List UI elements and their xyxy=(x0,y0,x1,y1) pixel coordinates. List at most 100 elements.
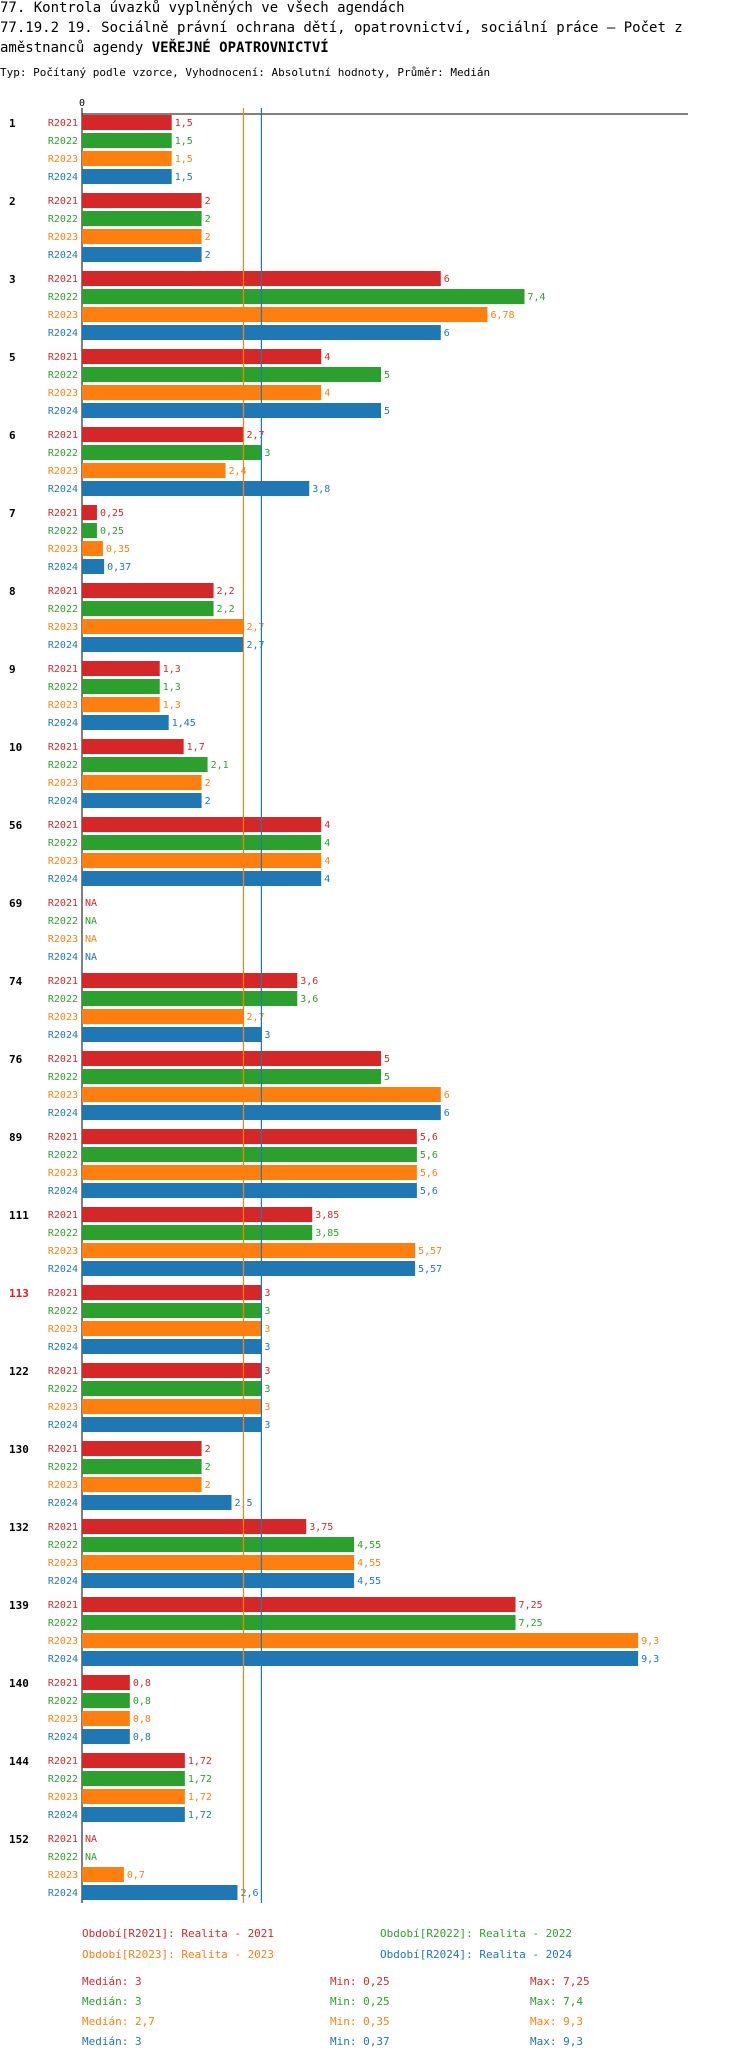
group-label-139: 139 xyxy=(9,1599,29,1612)
stat-min-R2022: Min: 0,25 xyxy=(330,1995,390,2008)
series-label-R2023: R2023 xyxy=(48,1168,78,1179)
data-label-56-R2024: 4 xyxy=(324,874,330,885)
data-label-111-R2023: 5,57 xyxy=(418,1246,442,1257)
bar-139-R2023 xyxy=(82,1633,639,1648)
bar-9-R2021 xyxy=(82,661,160,676)
series-label-R2021: R2021 xyxy=(48,118,78,129)
bar-56-R2021 xyxy=(82,817,322,832)
series-label-R2024: R2024 xyxy=(48,874,78,885)
bar-1-R2023 xyxy=(82,151,172,166)
series-label-R2023: R2023 xyxy=(48,154,78,165)
data-label-5-R2024: 5 xyxy=(384,406,390,417)
data-label-132-R2024: 4,55 xyxy=(357,1576,381,1587)
series-label-R2024: R2024 xyxy=(48,1654,78,1665)
data-label-9-R2022: 1,3 xyxy=(163,682,181,693)
bar-140-R2024 xyxy=(82,1729,130,1744)
data-label-69-R2024: NA xyxy=(85,952,97,963)
series-label-R2021: R2021 xyxy=(48,1210,78,1221)
data-label-132-R2023: 4,55 xyxy=(357,1558,381,1569)
series-label-R2022: R2022 xyxy=(48,1228,78,1239)
series-label-R2021: R2021 xyxy=(48,352,78,363)
bar-1-R2022 xyxy=(82,133,172,148)
series-label-R2022: R2022 xyxy=(48,214,78,225)
series-label-R2021: R2021 xyxy=(48,664,78,675)
series-label-R2024: R2024 xyxy=(48,796,78,807)
series-label-R2024: R2024 xyxy=(48,1498,78,1509)
data-label-9-R2024: 1,45 xyxy=(172,718,196,729)
data-label-56-R2023: 4 xyxy=(324,856,330,867)
series-label-R2023: R2023 xyxy=(48,1870,78,1881)
data-label-10-R2022: 2,1 xyxy=(211,760,229,771)
data-label-130-R2022: 2 xyxy=(205,1462,211,1473)
stat-min-R2023: Min: 0,35 xyxy=(330,2015,390,2028)
data-label-10-R2024: 2 xyxy=(205,796,211,807)
series-label-R2021: R2021 xyxy=(48,742,78,753)
group-label-122: 122 xyxy=(9,1365,29,1378)
series-label-R2024: R2024 xyxy=(48,1732,78,1743)
series-label-R2022: R2022 xyxy=(48,1306,78,1317)
series-label-R2023: R2023 xyxy=(48,1480,78,1491)
data-label-8-R2023: 2,7 xyxy=(246,622,264,633)
series-label-R2021: R2021 xyxy=(48,586,78,597)
data-label-74-R2024: 3 xyxy=(264,1030,270,1041)
bar-56-R2022 xyxy=(82,835,322,850)
series-label-R2022: R2022 xyxy=(48,1774,78,1785)
series-label-R2024: R2024 xyxy=(48,640,78,651)
data-label-139-R2022: 7,25 xyxy=(519,1618,543,1629)
series-label-R2023: R2023 xyxy=(48,778,78,789)
series-label-R2023: R2023 xyxy=(48,232,78,243)
series-label-R2022: R2022 xyxy=(48,916,78,927)
series-label-R2021: R2021 xyxy=(48,976,78,987)
bar-9-R2023 xyxy=(82,697,160,712)
series-label-R2023: R2023 xyxy=(48,1246,78,1257)
group-label-140: 140 xyxy=(9,1677,29,1690)
series-label-R2024: R2024 xyxy=(48,250,78,261)
data-label-74-R2022: 3,6 xyxy=(300,994,318,1005)
bar-5-R2023 xyxy=(82,385,322,400)
data-label-69-R2022: NA xyxy=(85,916,97,927)
data-label-144-R2024: 1,72 xyxy=(188,1810,212,1821)
series-label-R2021: R2021 xyxy=(48,196,78,207)
group-label-56: 56 xyxy=(9,819,23,832)
data-label-74-R2023: 2,7 xyxy=(246,1012,264,1023)
data-label-74-R2021: 3,6 xyxy=(300,976,318,987)
bar-5-R2024 xyxy=(82,403,381,418)
bar-7-R2022 xyxy=(82,523,97,538)
series-label-R2023: R2023 xyxy=(48,1714,78,1725)
bar-152-R2024 xyxy=(82,1885,238,1900)
bar-10-R2021 xyxy=(82,739,184,754)
bar-130-R2023 xyxy=(82,1477,202,1492)
data-label-132-R2022: 4,55 xyxy=(357,1540,381,1551)
data-label-7-R2024: 0,37 xyxy=(107,562,131,573)
data-label-3-R2022: 7,4 xyxy=(528,292,546,303)
series-label-R2023: R2023 xyxy=(48,934,78,945)
legend-item-R2023: Období[R2023]: Realita - 2023 xyxy=(82,1948,275,1961)
series-label-R2022: R2022 xyxy=(48,1384,78,1395)
axis-zero-label: 0 xyxy=(79,98,85,109)
bar-111-R2022 xyxy=(82,1225,313,1240)
bar-8-R2023 xyxy=(82,619,244,634)
data-label-113-R2023: 3 xyxy=(264,1324,270,1335)
stat-max-R2023: Max: 9,3 xyxy=(530,2015,583,2028)
series-label-R2021: R2021 xyxy=(48,898,78,909)
bar-56-R2024 xyxy=(82,871,322,886)
data-label-2-R2024: 2 xyxy=(205,250,211,261)
series-label-R2022: R2022 xyxy=(48,448,78,459)
stat-min-R2021: Min: 0,25 xyxy=(330,1975,390,1988)
data-label-69-R2021: NA xyxy=(85,898,97,909)
bar-89-R2024 xyxy=(82,1183,417,1198)
series-label-R2024: R2024 xyxy=(48,1264,78,1275)
data-label-76-R2024: 6 xyxy=(444,1108,450,1119)
bar-89-R2021 xyxy=(82,1129,417,1144)
bar-132-R2024 xyxy=(82,1573,355,1588)
bar-74-R2024 xyxy=(82,1027,262,1042)
legend-item-R2021: Období[R2021]: Realita - 2021 xyxy=(82,1927,275,1940)
series-label-R2024: R2024 xyxy=(48,1810,78,1821)
bar-2-R2023 xyxy=(82,229,202,244)
data-label-6-R2022: 3 xyxy=(264,448,270,459)
data-label-144-R2021: 1,72 xyxy=(188,1756,212,1767)
series-label-R2021: R2021 xyxy=(48,1600,78,1611)
stat-max-R2022: Max: 7,4 xyxy=(530,1995,583,2008)
group-label-6: 6 xyxy=(9,429,16,442)
stat-max-R2024: Max: 9,3 xyxy=(530,2035,583,2048)
